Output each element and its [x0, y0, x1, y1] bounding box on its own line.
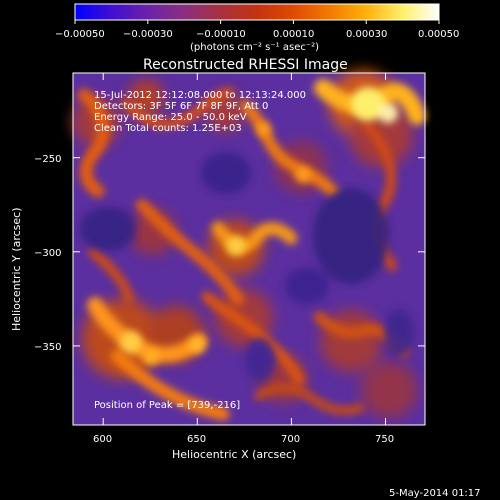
peak-position-text: Position of Peak = [739,-216]	[94, 400, 240, 411]
time-range-text: 15-Jul-2012 12:12:08.000 to 12:13:24.000	[94, 90, 306, 101]
y-tick-label: −350	[34, 342, 61, 353]
heat-ridges	[77, 79, 426, 421]
energy-range-text: Energy Range: 25.0 - 50.0 keV	[94, 112, 247, 123]
x-axis-label: Heliocentric X (arcsec)	[172, 448, 296, 461]
bright-peaks	[120, 87, 398, 365]
footer-date: 5-May-2014 01:17	[389, 488, 481, 499]
colorbar-tick-label: 0.00050	[418, 29, 459, 40]
x-tick-label: 700	[281, 434, 300, 445]
y-tick-label: −300	[34, 248, 61, 259]
x-tick-label: 750	[375, 434, 394, 445]
colorbar-tick-label: −0.00030	[123, 29, 173, 40]
y-axis-label: Heliocentric Y (arcsec)	[10, 207, 23, 331]
colorbar-tick-label: 0.00030	[346, 29, 387, 40]
image-frame	[72, 72, 426, 426]
image-panel	[72, 70, 426, 426]
x-axis: 600 650 700 750 Heliocentric X (arcsec)	[93, 73, 394, 461]
image-title: Reconstructed RHESSI Image	[143, 57, 348, 73]
detectors-text: Detectors: 3F 5F 6F 7F 8F 9F, Att 0	[94, 101, 268, 112]
colorbar-tick-label: −0.00050	[55, 29, 105, 40]
colorbar-units-label: (photons cm⁻² s⁻¹ asec⁻²)	[190, 42, 319, 53]
colorbar-tick-label: −0.00010	[196, 29, 246, 40]
colorbar-tick-labels: −0.00050 −0.00030 −0.00010 0.00010 0.000…	[55, 29, 459, 40]
y-axis: −250 −300 −350 Heliocentric Y (arcsec)	[10, 154, 425, 353]
cool-regions	[80, 152, 414, 382]
x-tick-label: 600	[93, 434, 112, 445]
y-tick-label: −250	[34, 154, 61, 165]
colorbar	[74, 3, 440, 21]
clean-total-counts-text: Clean Total counts: 1.25E+03	[94, 123, 242, 134]
colorbar-ticks	[74, 20, 440, 24]
info-overlay: 15-Jul-2012 12:12:08.000 to 12:13:24.000…	[94, 90, 306, 411]
x-tick-label: 650	[187, 434, 206, 445]
colorbar-tick-label: 0.00010	[273, 29, 314, 40]
